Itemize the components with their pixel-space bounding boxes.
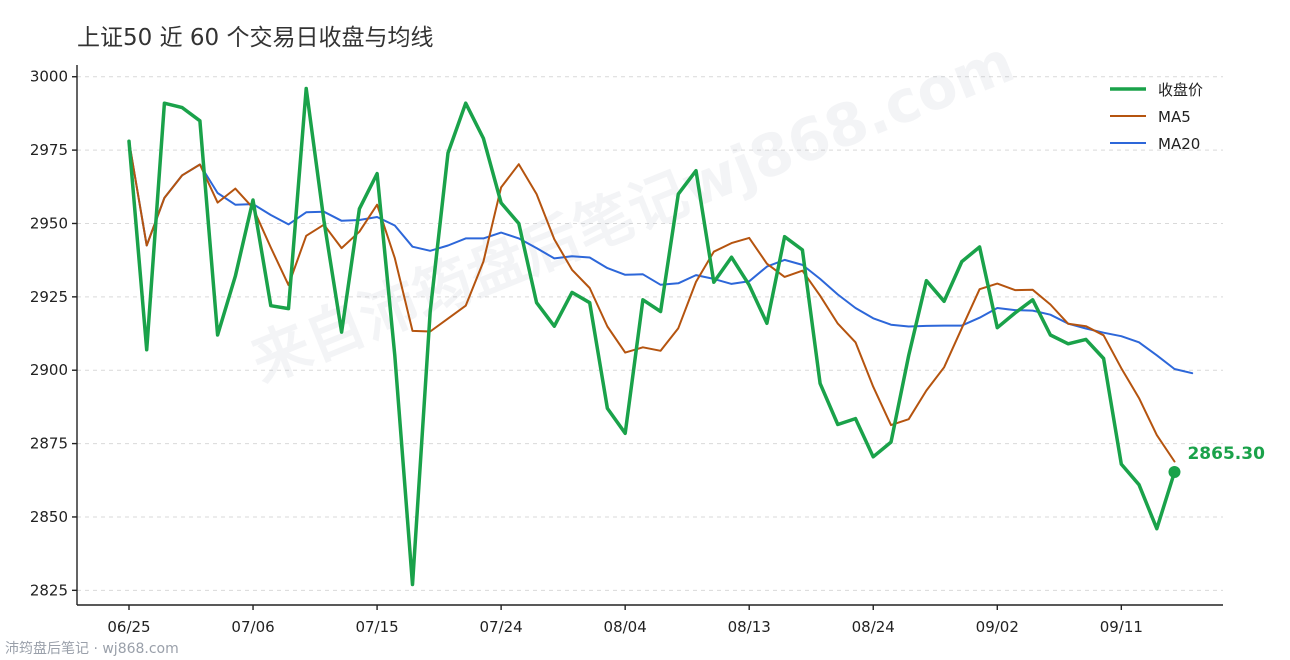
legend-label-close: 收盘价 <box>1158 81 1203 99</box>
x-tick-label: 08/13 <box>728 618 771 636</box>
last-close-marker <box>1168 466 1181 479</box>
y-tick-label: 3000 <box>30 68 68 86</box>
ma5-line <box>128 140 1176 463</box>
y-tick-label: 2900 <box>30 361 68 379</box>
y-tick-label: 2875 <box>30 435 68 453</box>
y-tick-label: 2825 <box>30 581 68 599</box>
y-tick-label: 2850 <box>30 508 68 526</box>
x-tick-label: 08/04 <box>604 618 647 636</box>
series-lines <box>127 86 1194 587</box>
x-tick-label: 07/06 <box>231 618 274 636</box>
last-close-label: 2865.30 <box>1187 444 1265 464</box>
x-tick-label: 07/24 <box>480 618 523 636</box>
x-axis: 06/25 07/06 07/15 07/24 08/04 08/13 08/24 09/02… <box>107 605 1143 636</box>
x-tick-label: 08/24 <box>852 618 895 636</box>
legend-label-ma20: MA20 <box>1158 135 1200 153</box>
x-tick-label: 09/02 <box>976 618 1019 636</box>
chart-title: 上证50 近 60 个交易日收盘与均线 <box>77 25 433 51</box>
grid-lines <box>77 76 1223 591</box>
legend-label-ma5: MA5 <box>1158 108 1191 126</box>
close-price-line <box>127 86 1177 587</box>
y-axis: 2825 2850 2875 2900 2925 2950 2975 3000 <box>30 68 77 599</box>
y-tick-label: 2950 <box>30 214 68 232</box>
x-tick-label: 09/11 <box>1100 618 1143 636</box>
ma20-line <box>128 140 1194 375</box>
y-tick-label: 2925 <box>30 288 68 306</box>
legend: 收盘价 MA5 MA20 <box>1110 81 1203 153</box>
y-tick-label: 2975 <box>30 141 68 159</box>
x-tick-label: 07/15 <box>355 618 398 636</box>
x-tick-label: 06/25 <box>107 618 150 636</box>
credit-text: 沛筠盘后笔记 · wj868.com <box>5 640 179 657</box>
